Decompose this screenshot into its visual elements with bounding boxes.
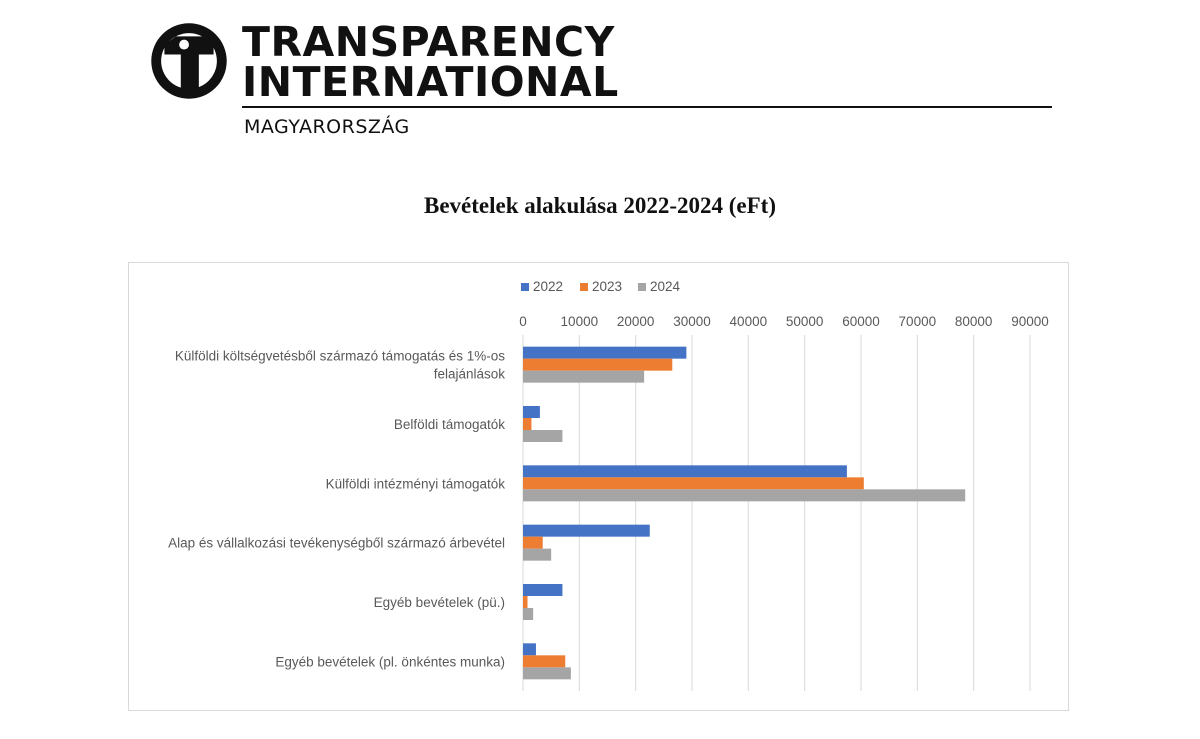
x-tick-label: 20000 xyxy=(617,314,655,329)
logo-wordmark-line2: INTERNATIONAL xyxy=(242,58,619,106)
bar xyxy=(523,477,864,490)
bar xyxy=(523,608,534,620)
bar xyxy=(523,418,532,430)
x-tick-label: 70000 xyxy=(899,314,937,329)
logo-wordmark-line1: TRANSPARENCY xyxy=(242,18,615,66)
legend-label: 2022 xyxy=(533,279,563,294)
legend-swatch xyxy=(521,283,529,291)
category-label: Külföldi költségvetésből származó támoga… xyxy=(175,349,505,364)
bar-chart: 0 10000 20000 30000 40000 50000 60000 70000 8000… xyxy=(168,279,1049,691)
bar xyxy=(523,655,566,668)
category-label: Külföldi intézményi támogatók xyxy=(326,476,506,491)
logo-country: MAGYARORSZÁG xyxy=(244,116,410,138)
bar xyxy=(523,489,966,502)
x-tick-label: 40000 xyxy=(730,314,768,329)
chart-container: 0 10000 20000 30000 40000 50000 60000 70000 8000… xyxy=(128,262,1069,711)
bar xyxy=(523,584,563,596)
bar xyxy=(523,465,847,478)
legend-swatch xyxy=(638,283,646,291)
bar xyxy=(523,524,650,537)
bar xyxy=(523,358,673,371)
bar xyxy=(523,346,687,359)
logo-divider xyxy=(242,106,1052,108)
category-label: Belföldi támogatók xyxy=(394,417,505,432)
category-label: Egyéb bevételek (pl. önkéntes munka) xyxy=(275,654,505,669)
bar xyxy=(523,643,536,656)
x-tick-label: 60000 xyxy=(842,314,880,329)
bar xyxy=(523,536,543,549)
bar xyxy=(523,667,571,680)
category-label: Egyéb bevételek (pü.) xyxy=(374,595,505,610)
logo-header: TRANSPARENCY INTERNATIONAL MAGYARORSZÁG xyxy=(0,0,1200,150)
legend-swatch xyxy=(580,283,588,291)
x-tick-label: 90000 xyxy=(1011,314,1049,329)
bar xyxy=(523,596,528,608)
bar xyxy=(523,370,645,383)
x-tick-label: 10000 xyxy=(561,314,599,329)
legend-label: 2023 xyxy=(592,279,622,294)
transparency-international-logo-icon xyxy=(151,23,227,99)
x-tick-label: 30000 xyxy=(673,314,711,329)
x-tick-label: 0 xyxy=(519,314,527,329)
x-tick-label: 50000 xyxy=(786,314,824,329)
bar xyxy=(523,406,540,418)
category-label: felajánlások xyxy=(434,367,506,382)
category-label: Alap és vállalkozási tevékenységből szár… xyxy=(168,536,505,551)
legend-label: 2024 xyxy=(650,279,681,294)
document-title: Bevételek alakulása 2022-2024 (eFt) xyxy=(424,193,776,218)
bar xyxy=(523,430,563,442)
x-tick-label: 80000 xyxy=(955,314,993,329)
bar xyxy=(523,548,552,561)
